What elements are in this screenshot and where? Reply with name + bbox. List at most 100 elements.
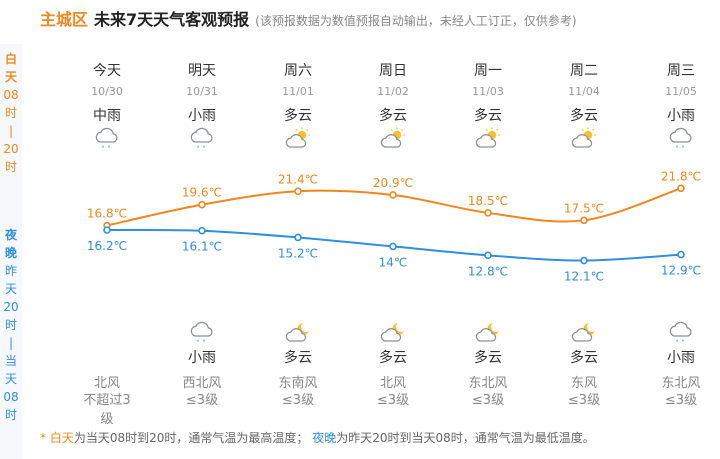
sidebar-char: 时 bbox=[4, 160, 17, 174]
day-weather-label: 小雨 bbox=[188, 108, 216, 124]
wind-direction-label: 东风 bbox=[570, 376, 597, 391]
partly-cloudy-night-icon bbox=[284, 320, 312, 346]
night-weather-label: 小雨 bbox=[667, 350, 695, 366]
high-temp-point bbox=[198, 200, 206, 209]
wind-direction-label: 东南风 bbox=[278, 376, 318, 391]
night-weather-label: 多云 bbox=[474, 350, 502, 366]
wind-level-label: 不超过3级 bbox=[83, 393, 131, 427]
low-temp-label: 12.1℃ bbox=[564, 270, 604, 284]
low-temp-point bbox=[198, 226, 206, 235]
low-temp-label: 14℃ bbox=[379, 255, 408, 269]
sidebar-night-label: 夜晚昨天 20 时 | 当天 08 时 bbox=[0, 226, 22, 424]
day-weather-label: 中雨 bbox=[93, 108, 121, 124]
low-temp-label: 16.2℃ bbox=[87, 239, 127, 253]
high-temp-point bbox=[484, 209, 492, 217]
high-temp-point bbox=[294, 187, 302, 196]
high-temp-label: 21.4℃ bbox=[278, 172, 318, 186]
wind-direction-label: 东北风 bbox=[468, 376, 508, 391]
wind-level-label: ≤3级 bbox=[281, 393, 315, 408]
sidebar-char: 昨 bbox=[4, 264, 17, 278]
partly-cloudy-day-icon bbox=[474, 126, 502, 152]
partly-cloudy-night-icon bbox=[379, 320, 407, 346]
wind-direction-label: 西北风 bbox=[182, 376, 222, 391]
sidebar-char: 08 bbox=[3, 88, 19, 102]
weekday-label: 周三 bbox=[667, 63, 695, 79]
wind-direction-label: 北风 bbox=[379, 376, 406, 391]
high-temp-point bbox=[389, 191, 397, 199]
sidebar-char: 时 bbox=[4, 318, 17, 332]
high-temp-point bbox=[580, 216, 588, 225]
day-weather-label: 小雨 bbox=[667, 108, 695, 124]
day-weather-label: 多云 bbox=[474, 108, 502, 124]
partly-cloudy-night-icon bbox=[474, 320, 502, 346]
weekday-label: 周二 bbox=[570, 63, 598, 79]
low-temp-label: 16.1℃ bbox=[182, 240, 222, 254]
wind-direction-label: 北风 bbox=[93, 376, 120, 391]
high-temp-label: 18.5℃ bbox=[468, 194, 508, 208]
night-weather-label: 多云 bbox=[284, 350, 312, 366]
sidebar-day-label: 白天 08 时 | 20 时 bbox=[0, 50, 22, 176]
city-name: 主城区 bbox=[40, 10, 89, 29]
wind-level-label: ≤3级 bbox=[376, 393, 410, 408]
footnote-day-text: 为当天08时到20时，通常气温为最高温度； bbox=[73, 431, 309, 445]
wind-level-label: ≤3级 bbox=[185, 393, 219, 408]
forecast-header: 主城区 未来7天天气客观预报 (该预报数据为数值预报自动输出，未经人工订正，仅供… bbox=[40, 6, 577, 32]
partly-cloudy-night-icon bbox=[570, 320, 598, 346]
footnote: * 白天为当天08时到20时，通常气温为最高温度； 夜晚为昨天20时到当天08时… bbox=[40, 429, 595, 446]
rain-icon bbox=[93, 126, 121, 152]
low-temp-label: 15.2℃ bbox=[278, 246, 318, 260]
night-weather-label: 多云 bbox=[570, 350, 598, 366]
sidebar-char: 20 bbox=[3, 142, 19, 156]
forecast-disclaimer: (该预报数据为数值预报自动输出，未经人工订正，仅供参考) bbox=[255, 14, 577, 28]
high-temp-label: 17.5℃ bbox=[564, 201, 604, 215]
weekday-label: 明天 bbox=[188, 63, 216, 79]
date-label: 10/30 bbox=[91, 85, 123, 98]
footnote-star: * bbox=[40, 431, 50, 445]
date-label: 11/01 bbox=[282, 85, 314, 98]
sidebar-char: | bbox=[8, 124, 14, 138]
day-weather-label: 多云 bbox=[284, 108, 312, 124]
sidebar-char: 时 bbox=[4, 106, 17, 120]
weekday-label: 周日 bbox=[379, 63, 407, 79]
partly-cloudy-day-icon bbox=[284, 126, 312, 152]
date-label: 10/31 bbox=[186, 85, 218, 98]
sidebar-char: 晚 bbox=[4, 246, 17, 260]
rain-icon bbox=[188, 126, 216, 152]
wind-level-label: ≤3级 bbox=[664, 393, 698, 408]
time-period-sidebar: 白天 08 时 | 20 时 夜晚昨天 20 时 | 当天 08 时 bbox=[0, 44, 22, 459]
rain-icon bbox=[667, 320, 695, 346]
sidebar-char: 天 bbox=[4, 282, 17, 296]
footnote-night-term: 夜晚 bbox=[312, 431, 337, 445]
low-temp-point bbox=[294, 233, 302, 242]
sidebar-char: | bbox=[8, 336, 14, 350]
day-weather-label: 多云 bbox=[379, 108, 407, 124]
footnote-night-text: 为昨天20时到当天08时，通常气温为最低温度。 bbox=[336, 431, 595, 445]
low-temp-point bbox=[677, 250, 685, 259]
footnote-day-term: 白天 bbox=[49, 431, 74, 445]
rain-icon bbox=[188, 320, 216, 346]
high-temp-label: 16.8℃ bbox=[87, 207, 127, 221]
wind-direction-label: 东北风 bbox=[661, 376, 701, 391]
date-label: 11/04 bbox=[568, 85, 600, 98]
partly-cloudy-day-icon bbox=[379, 126, 407, 152]
high-temp-point bbox=[677, 184, 685, 193]
low-temp-point bbox=[389, 242, 397, 251]
partly-cloudy-day-icon bbox=[570, 126, 598, 152]
sidebar-char: 白 bbox=[4, 52, 17, 66]
day-weather-label: 多云 bbox=[570, 108, 598, 124]
night-weather-label: 多云 bbox=[379, 350, 407, 366]
sidebar-char: 时 bbox=[4, 408, 17, 422]
weekday-label: 周六 bbox=[284, 63, 312, 79]
high-temp-label: 21.8℃ bbox=[661, 169, 701, 183]
sidebar-char: 08 bbox=[3, 390, 19, 404]
date-label: 11/03 bbox=[472, 85, 504, 98]
low-temp-point bbox=[103, 226, 111, 234]
forecast-title: 未来7天天气客观预报 bbox=[94, 10, 250, 29]
sidebar-char: 当 bbox=[4, 354, 17, 368]
weekday-label: 今天 bbox=[93, 63, 121, 79]
night-weather-label: 小雨 bbox=[188, 350, 216, 366]
wind-level-label: ≤3级 bbox=[471, 393, 505, 408]
low-temp-label: 12.8℃ bbox=[468, 264, 508, 278]
date-label: 11/02 bbox=[377, 85, 409, 98]
